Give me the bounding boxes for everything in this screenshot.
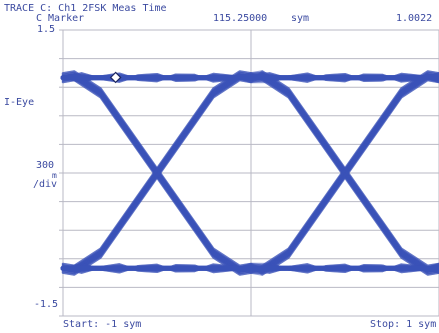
start-label: Start: -1 sym: [63, 319, 142, 330]
marker-y-readout: 1.0022: [396, 13, 433, 24]
y-axis-name: I-Eye: [4, 97, 35, 108]
scale-value: 300: [36, 160, 55, 171]
scale-prefix: m: [52, 171, 57, 180]
stop-label: Stop: 1 sym: [370, 319, 437, 330]
marker-x-unit: sym: [291, 13, 310, 24]
y-axis-top-label: 1.5: [37, 24, 56, 35]
marker-diamond: [109, 71, 122, 84]
eye-trace: [61, 70, 439, 268]
y-axis-bottom-label: -1.5: [34, 299, 59, 310]
marker-x-readout: 115.25000: [213, 13, 268, 24]
trace-title: TRACE C: Ch1 2FSK Meas Time: [4, 3, 167, 14]
scale-unit: /div: [33, 179, 58, 190]
marker-label: C Marker: [36, 13, 85, 24]
eye-trace: [61, 78, 439, 276]
